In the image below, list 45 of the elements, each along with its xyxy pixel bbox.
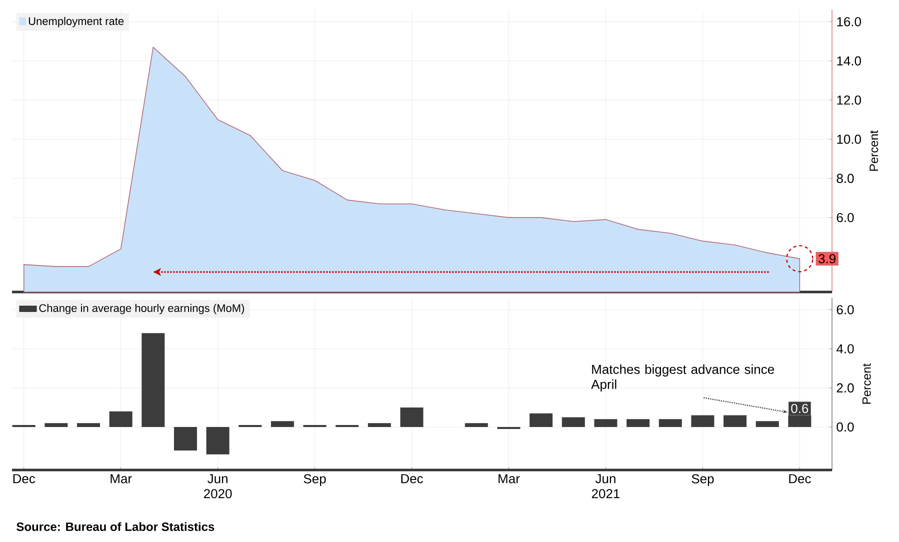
bar xyxy=(400,407,424,427)
bar xyxy=(658,419,682,427)
legend-label: Unemployment rate xyxy=(28,16,124,28)
y-tick-label: 4.0 xyxy=(836,344,854,354)
bar xyxy=(270,421,294,427)
x-tick-label: Sep xyxy=(304,474,326,486)
y-tick-label: 2.0 xyxy=(836,383,854,393)
bar xyxy=(626,419,650,427)
x-tick-label: Jun 2021 xyxy=(592,474,620,498)
x-tick-label: Mar xyxy=(110,474,132,484)
y-tick-label: 12.0 xyxy=(837,95,861,105)
bar xyxy=(724,415,747,427)
source-note: Source: Bureau of Labor Statistics xyxy=(16,522,214,532)
bar xyxy=(174,427,197,450)
bar xyxy=(206,427,230,454)
x-tick-label: Dec xyxy=(789,474,811,484)
y-tick-label: 10.0 xyxy=(837,134,861,144)
y-axis-title: Percent xyxy=(862,363,871,404)
bar xyxy=(691,415,714,427)
x-tick-label: Jun 2020 xyxy=(204,474,232,498)
x-tick-label: Dec xyxy=(401,474,423,484)
bar xyxy=(77,423,100,427)
annotation: Matches biggest advance since April xyxy=(591,364,774,392)
y-tick-label: 6.0 xyxy=(836,305,854,314)
data-label: 0.6 xyxy=(791,404,808,414)
bar xyxy=(594,419,618,427)
bar xyxy=(464,423,488,427)
x-tick-label: Sep xyxy=(692,474,714,486)
y-tick-label: 6.0 xyxy=(836,212,854,222)
bar xyxy=(142,333,165,427)
y-tick-label: 16.0 xyxy=(837,17,861,26)
y-tick-label: 14.0 xyxy=(837,56,861,66)
x-tick-label: Mar xyxy=(498,474,520,484)
y-tick-label: 8.0 xyxy=(836,174,854,184)
bar xyxy=(756,421,779,427)
data-label: 3.9 xyxy=(818,254,836,264)
y-tick-label: 0.0 xyxy=(836,422,854,432)
bar xyxy=(530,413,553,427)
bar xyxy=(368,423,391,427)
y-axis-title: Percent xyxy=(870,130,878,171)
legend-label: Change in average hourly earnings (MoM) xyxy=(39,304,244,314)
bar xyxy=(44,423,68,427)
bar xyxy=(109,411,132,427)
bar xyxy=(562,417,585,427)
x-tick-label: Dec xyxy=(13,474,36,484)
